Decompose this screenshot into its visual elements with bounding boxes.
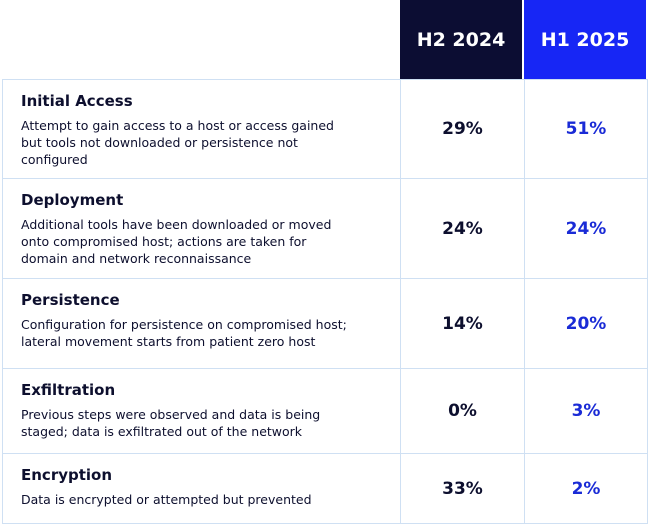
stage-cell: Initial Access Attempt to gain access to … [2, 79, 400, 179]
percent-value: 51% [524, 79, 648, 179]
stage-description: Data is encrypted or attempted but preve… [21, 492, 312, 507]
percent-value: 24% [524, 179, 648, 279]
column-header: H2 2024 [400, 0, 522, 79]
percent-value: 14% [400, 279, 524, 369]
percent-value: 2% [524, 454, 648, 524]
percent-value: 20% [524, 279, 648, 369]
stage-title: Deployment [21, 191, 124, 209]
stage-description: Configuration for persistence on comprom… [21, 317, 347, 349]
stage-title: Exfiltration [21, 381, 116, 399]
percent-value: 0% [400, 369, 524, 454]
stage-cell: Exfiltration Previous steps were observed… [2, 369, 400, 454]
stage-description: Previous steps were observed and data is… [21, 407, 321, 439]
stage-title: Initial Access [21, 92, 133, 110]
stage-description: Attempt to gain access to a host or acce… [21, 118, 334, 167]
stage-cell: Encryption Data is encrypted or attempted… [2, 454, 400, 524]
percent-value: 33% [400, 454, 524, 524]
percent-value: 29% [400, 79, 524, 179]
percent-value: 24% [400, 179, 524, 279]
stage-cell: Deployment Additional tools have been dow… [2, 179, 400, 279]
stage-title: Persistence [21, 291, 120, 309]
stage-description: Additional tools have been downloaded or… [21, 217, 332, 266]
corner [2, 0, 400, 79]
percent-value: 3% [524, 369, 648, 454]
column-header: H1 2025 [524, 0, 646, 79]
stage-cell: Persistence Configuration for persistence… [2, 279, 400, 369]
stage-title: Encryption [21, 466, 113, 484]
